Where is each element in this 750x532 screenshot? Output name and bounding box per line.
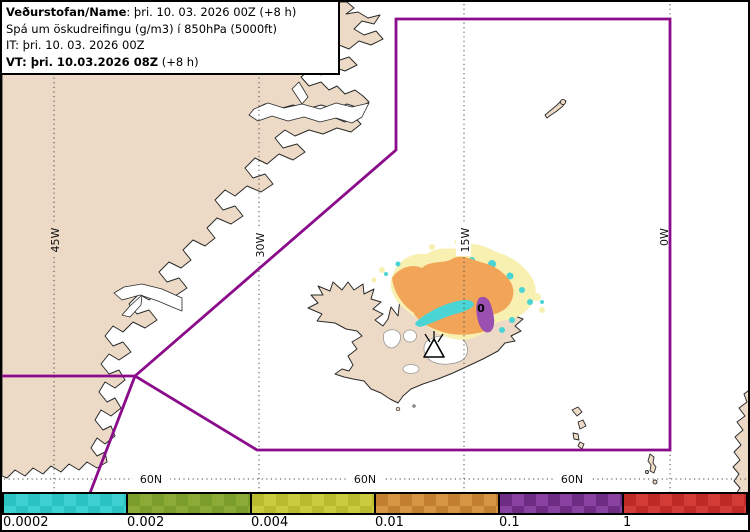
fir-boundary (2, 17, 672, 494)
legend-color-block: 0.002 (127, 494, 252, 530)
info-title: Veðurstofan/Name (6, 5, 127, 19)
concentration-legend: 0.0002 0.002 0.004 0.01 0.1 1 (2, 492, 748, 530)
legend-color-block: 0.004 (251, 494, 376, 530)
greenland-fjord (113, 283, 183, 318)
norway-coast (732, 390, 748, 495)
info-line-4: VT: þri. 10.03.2026 08Z (+8 h) (6, 54, 199, 69)
legend-color-band: 0.0002 0.002 0.004 0.01 0.1 1 (2, 492, 748, 530)
meridian-label-30w: 30W (254, 232, 267, 257)
meridian-label-45w: 45W (49, 227, 62, 252)
meridian-label-0w: 0W (658, 228, 671, 246)
meridian-label-15w: 15W (459, 227, 472, 252)
volcano-icon (423, 331, 445, 358)
info-line-2: Spá um öskudreifingu (g/m3) í 850hPa (50… (6, 21, 278, 36)
legend-value: 0.002 (127, 515, 165, 530)
legend-color-block: 0.1 (499, 494, 624, 530)
legend-value: 0.1 (499, 515, 520, 530)
ash-plume: 0 (371, 239, 545, 340)
parallel-label-60n: 60N (561, 473, 583, 486)
parallel-label-60n: 60N (354, 473, 376, 486)
faroe-islands (571, 406, 587, 450)
legend-color-block: 1 (623, 494, 746, 530)
parallel-label-60n: 60N (140, 473, 162, 486)
legend-value: 0.01 (375, 515, 404, 530)
legend-color-block: 0.0002 (3, 494, 128, 530)
legend-value: 0.004 (251, 515, 289, 530)
graticule-label-bg (46, 224, 591, 484)
info-line-3: IT: þri. 10. 03. 2026 00Z (6, 38, 145, 52)
shetland-islands (645, 453, 658, 485)
forecast-info-box: Veðurstofan/Name: þri. 10. 03. 2026 00Z … (2, 2, 340, 75)
legend-value: 1 (623, 515, 632, 530)
legend-value: 0.0002 (3, 515, 49, 530)
jan-mayen-island (544, 98, 567, 119)
plume-max-label: 0 (477, 302, 485, 315)
legend-color-block: 0.01 (375, 494, 500, 530)
greenland-fjord (248, 81, 370, 124)
info-line-1: Veðurstofan/Name: þri. 10. 03. 2026 00Z … (6, 5, 297, 19)
